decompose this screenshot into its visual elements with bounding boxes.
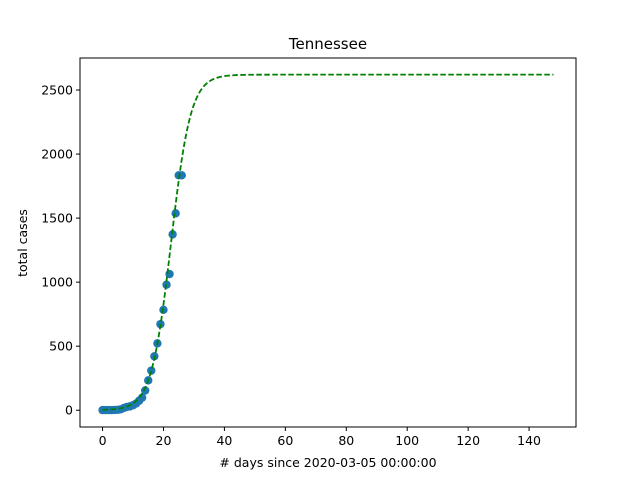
data-point	[168, 230, 177, 239]
chart-title: Tennessee	[288, 35, 367, 53]
x-tick-label: 40	[216, 433, 232, 448]
y-tick-label: 1500	[41, 211, 73, 226]
x-tick-label: 100	[395, 433, 419, 448]
x-axis-label: # days since 2020-03-05 00:00:00	[219, 455, 436, 470]
y-tick-label: 1000	[41, 275, 73, 290]
y-tick-label: 2000	[41, 147, 73, 162]
x-tick-label: 80	[338, 433, 354, 448]
x-tick-label: 20	[156, 433, 172, 448]
data-point	[171, 209, 180, 218]
plot-area	[98, 73, 554, 415]
x-tick-label: 0	[99, 433, 107, 448]
y-tick-label: 0	[65, 403, 73, 418]
data-point	[140, 386, 150, 395]
y-axis-label: total cases	[15, 209, 30, 277]
y-tick-label: 500	[49, 339, 73, 354]
data-point	[147, 366, 156, 375]
x-tick-label: 120	[456, 433, 480, 448]
y-tick-label: 2500	[41, 83, 73, 98]
axes-frame	[79, 57, 577, 428]
x-tick-label: 60	[277, 433, 293, 448]
axis-ticks: 0 20 40 60 80 100 120 140 0 500 1000 1500 2000 2500	[41, 83, 541, 448]
x-tick-label: 140	[517, 433, 541, 448]
